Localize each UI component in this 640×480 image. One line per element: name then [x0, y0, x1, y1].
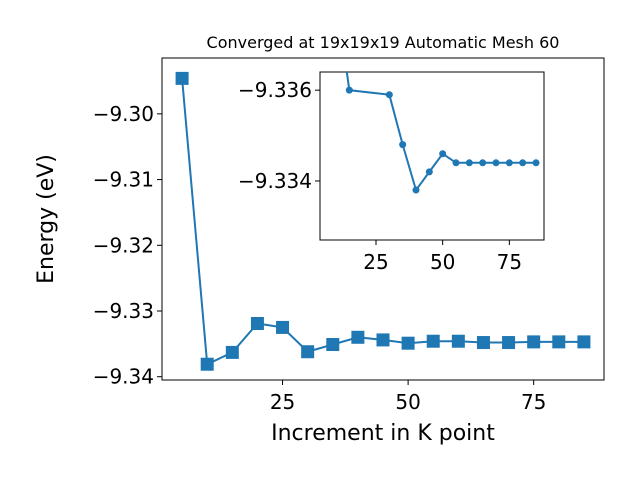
main-plot-frame — [161, 57, 605, 381]
inset-x-tick-label: 75 — [497, 250, 522, 274]
inset-series-clip — [345, 72, 540, 194]
main-x-tick-label: 50 — [395, 390, 420, 414]
main-x-tick-label: 25 — [270, 390, 295, 414]
inset-axis-ticks: 25 50 75 −9.336 −9.334 — [238, 78, 522, 274]
main-y-tick-label: −9.31 — [93, 168, 154, 192]
inset-data-point — [505, 159, 513, 167]
inset-data-point — [452, 159, 460, 167]
main-series-clip — [175, 71, 591, 371]
y-axis-label: Energy (eV) — [34, 154, 59, 284]
inset-x-tick-label: 50 — [430, 250, 455, 274]
inset-y-tick-label: −9.336 — [238, 78, 312, 102]
main-series-group — [175, 71, 591, 371]
main-y-tick-label: −9.34 — [93, 365, 154, 389]
main-data-point — [351, 330, 365, 344]
inset-data-point — [399, 141, 407, 149]
inset-data-point — [479, 159, 487, 167]
main-data-point — [175, 71, 189, 85]
inset-data-point — [465, 159, 473, 167]
chart-title: Converged at 19x19x19 Automatic Mesh 60 — [207, 33, 560, 52]
main-data-point — [552, 335, 566, 349]
main-data-point — [276, 320, 290, 334]
main-data-point — [225, 345, 239, 359]
main-data-point — [527, 335, 541, 349]
inset-data-point — [519, 159, 527, 167]
inset-data-point — [385, 91, 393, 99]
inset-series-group — [345, 72, 540, 194]
main-data-point — [250, 316, 264, 330]
main-data-point — [326, 338, 340, 352]
main-y-tick-label: −9.30 — [93, 102, 154, 126]
main-x-tick-label: 75 — [521, 390, 546, 414]
main-data-point — [502, 336, 516, 350]
inset-x-tick-label: 25 — [363, 250, 388, 274]
main-y-tick-label: −9.33 — [93, 299, 154, 323]
main-data-point — [451, 334, 465, 348]
main-data-point — [401, 336, 415, 350]
inset-data-point — [439, 150, 447, 158]
inset-data-point — [412, 186, 420, 194]
main-data-point — [577, 335, 591, 349]
main-axis-ticks: 25 50 75 −9.30 −9.31 −9.32 −9.33 −9.34 — [93, 102, 547, 414]
inset-data-point — [345, 86, 353, 94]
inset-data-point — [492, 159, 500, 167]
inset-data-point — [532, 159, 540, 167]
main-data-point — [476, 336, 490, 350]
inset-y-tick-label: −9.334 — [238, 169, 312, 193]
x-axis-label: Increment in K point — [271, 421, 495, 446]
main-data-point — [426, 334, 440, 348]
main-data-point — [376, 333, 390, 347]
main-data-point — [200, 357, 214, 371]
inset-plot-frame — [319, 71, 545, 241]
main-y-tick-label: −9.32 — [93, 233, 154, 257]
main-data-point — [301, 345, 315, 359]
inset-data-point — [425, 168, 433, 176]
